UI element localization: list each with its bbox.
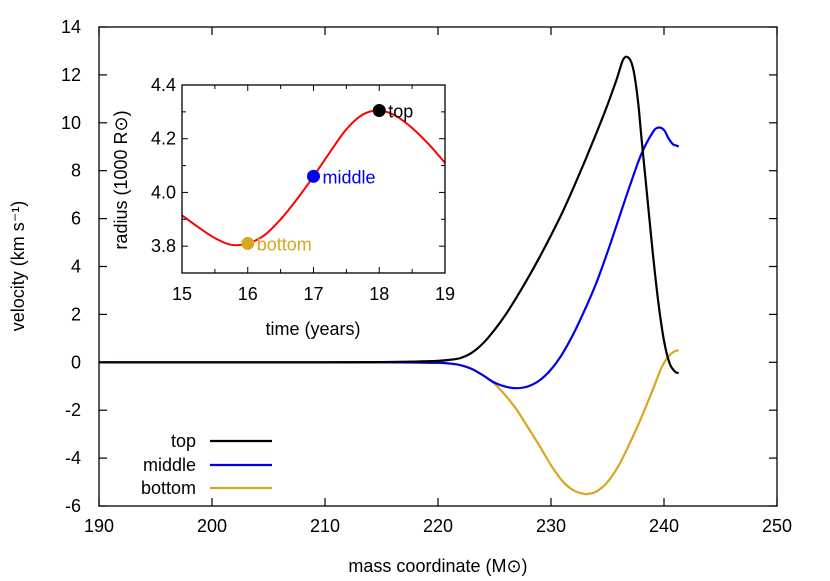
legend-label-bottom: bottom <box>141 478 196 498</box>
y-tick-label: 6 <box>71 209 81 229</box>
inset-y-tick-label: 4.4 <box>151 75 176 95</box>
inset-y-tick-label: 4.2 <box>151 129 176 149</box>
marker-top <box>372 104 386 118</box>
inset-x-axis-label: time (years) <box>265 319 360 339</box>
x-tick-label: 250 <box>762 516 792 536</box>
marker-label-middle: middle <box>323 167 376 187</box>
inset-x-tick-label: 18 <box>369 284 389 304</box>
x-tick-label: 210 <box>310 516 340 536</box>
y-tick-label: 12 <box>61 65 81 85</box>
x-tick-label: 230 <box>536 516 566 536</box>
x-tick-label: 190 <box>84 516 114 536</box>
inset-x-tick-label: 19 <box>435 284 455 304</box>
inset-x-tick-label: 15 <box>172 284 192 304</box>
inset-y-axis-label: radius (1000 R⊙) <box>111 110 131 249</box>
inset-y-tick-label: 4.0 <box>151 182 176 202</box>
x-tick-label: 220 <box>423 516 453 536</box>
y-tick-label: 8 <box>71 161 81 181</box>
y-tick-label: -2 <box>65 400 81 420</box>
y-tick-label: -4 <box>65 448 81 468</box>
y-tick-label: 4 <box>71 257 81 277</box>
y-tick-label: -6 <box>65 496 81 516</box>
y-axis-label: velocity (km s⁻¹) <box>8 201 28 332</box>
inset-x-tick-label: 16 <box>238 284 258 304</box>
y-tick-label: 10 <box>61 113 81 133</box>
marker-middle <box>307 169 320 183</box>
inset-plot: 15 16 17 18 19 3.8 4.0 4.2 4.4 bottom middle top t… <box>111 75 455 339</box>
marker-label-top: top <box>388 102 413 122</box>
y-tick-label: 2 <box>71 304 81 324</box>
inset-y-tick-label: 3.8 <box>151 236 176 256</box>
marker-bottom <box>241 236 255 250</box>
y-tick-label: 14 <box>61 17 81 37</box>
main-axis-ticks: 190 200 210 220 230 240 250 -6 -4 -2 0 2 4 6 8 10 12 14 <box>61 17 792 536</box>
main-plot: 190 200 210 220 230 240 250 -6 -4 -2 0 2 4 6 8 10 12 14 m… <box>8 17 792 576</box>
series-middle-line <box>99 126 680 390</box>
legend-label-middle: middle <box>143 455 196 475</box>
legend-label-top: top <box>171 431 196 451</box>
inset-axis-ticks: 15 16 17 18 19 3.8 4.0 4.2 4.4 <box>151 75 455 304</box>
x-tick-label: 200 <box>197 516 227 536</box>
inset-markers: bottom middle top <box>241 102 413 254</box>
x-axis-label: mass coordinate (M⊙) <box>348 556 527 576</box>
marker-label-bottom: bottom <box>257 234 312 254</box>
inset-x-tick-label: 17 <box>303 284 323 304</box>
x-tick-label: 240 <box>649 516 679 536</box>
y-tick-label: 0 <box>71 352 81 372</box>
series-top-line <box>99 55 680 375</box>
main-curves <box>99 55 680 496</box>
legend: top middle bottom <box>141 431 272 498</box>
